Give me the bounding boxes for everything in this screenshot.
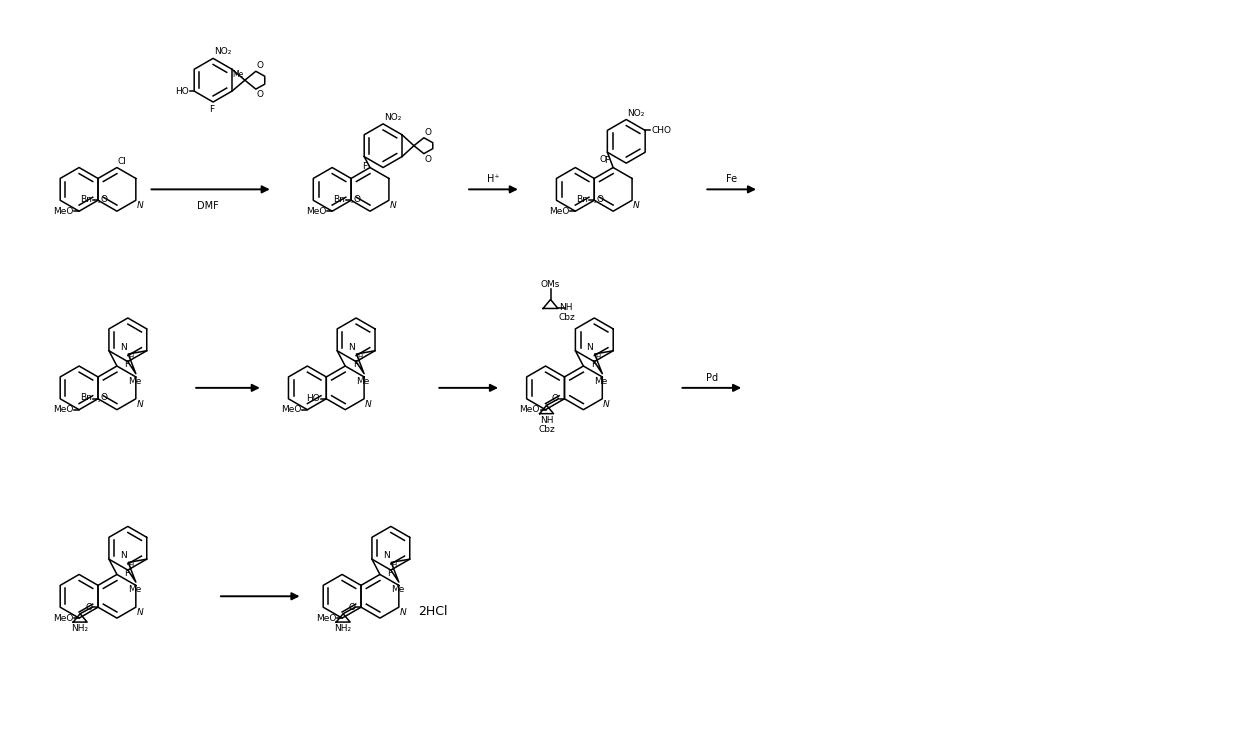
Text: N: N bbox=[632, 201, 640, 210]
Text: ₂: ₂ bbox=[351, 199, 353, 204]
Text: H: H bbox=[129, 562, 134, 568]
Text: MeO: MeO bbox=[520, 405, 539, 414]
Text: O: O bbox=[599, 156, 606, 165]
Text: O: O bbox=[552, 394, 558, 403]
Text: Pd: Pd bbox=[706, 373, 718, 383]
Text: F: F bbox=[387, 569, 393, 578]
Text: MeO: MeO bbox=[53, 207, 73, 215]
Text: NO₂: NO₂ bbox=[215, 47, 232, 56]
Text: DMF: DMF bbox=[197, 201, 219, 211]
Text: NH: NH bbox=[539, 415, 553, 424]
Text: CHO: CHO bbox=[651, 126, 671, 135]
Text: MeO: MeO bbox=[281, 405, 301, 414]
Text: O: O bbox=[348, 603, 355, 612]
Text: O: O bbox=[257, 90, 263, 99]
Text: H⁺: H⁺ bbox=[487, 174, 500, 184]
Text: F: F bbox=[124, 360, 129, 369]
Text: F: F bbox=[604, 156, 609, 165]
Text: F: F bbox=[210, 105, 215, 114]
Text: H: H bbox=[392, 562, 397, 568]
Text: HO: HO bbox=[306, 394, 320, 403]
Text: Bn: Bn bbox=[81, 195, 92, 204]
Text: MeO: MeO bbox=[53, 613, 73, 623]
Text: O: O bbox=[424, 155, 432, 164]
Text: N: N bbox=[399, 608, 405, 617]
Text: N: N bbox=[136, 608, 143, 617]
Text: N: N bbox=[365, 400, 371, 409]
Text: N: N bbox=[120, 343, 126, 352]
Text: ₂: ₂ bbox=[594, 199, 596, 204]
Text: Cl: Cl bbox=[118, 156, 126, 165]
Text: Bn: Bn bbox=[334, 195, 345, 204]
Text: N: N bbox=[120, 551, 126, 560]
Text: N: N bbox=[136, 400, 143, 409]
Text: H: H bbox=[595, 354, 600, 359]
Text: Me: Me bbox=[595, 376, 608, 386]
Text: Cbz: Cbz bbox=[538, 424, 556, 434]
Text: N: N bbox=[348, 343, 355, 352]
Text: F: F bbox=[124, 569, 129, 578]
Text: O: O bbox=[257, 61, 263, 70]
Text: Me: Me bbox=[128, 585, 141, 594]
Text: MeO: MeO bbox=[53, 405, 73, 414]
Text: O: O bbox=[596, 195, 604, 204]
Text: Fe: Fe bbox=[727, 174, 738, 184]
Text: Me: Me bbox=[128, 376, 141, 386]
Text: F: F bbox=[352, 360, 358, 369]
Text: MeO: MeO bbox=[306, 207, 326, 215]
Text: O: O bbox=[353, 195, 360, 204]
Text: NH₂: NH₂ bbox=[335, 624, 352, 633]
Text: NO₂: NO₂ bbox=[627, 108, 645, 117]
Text: O: O bbox=[86, 603, 92, 612]
Text: Me: Me bbox=[391, 585, 404, 594]
Text: ₂: ₂ bbox=[98, 398, 100, 403]
Text: Me: Me bbox=[233, 69, 244, 79]
Text: H: H bbox=[357, 354, 362, 359]
Text: NH: NH bbox=[559, 303, 573, 312]
Text: Bn: Bn bbox=[577, 195, 588, 204]
Text: N: N bbox=[587, 343, 593, 352]
Text: Bn: Bn bbox=[81, 393, 92, 402]
Text: N: N bbox=[136, 201, 143, 210]
Text: O: O bbox=[424, 128, 432, 137]
Text: Me: Me bbox=[356, 376, 370, 386]
Text: ₂: ₂ bbox=[98, 199, 100, 204]
Text: HO: HO bbox=[176, 86, 190, 96]
Text: N: N bbox=[383, 551, 389, 560]
Text: Cbz: Cbz bbox=[559, 313, 575, 322]
Text: F: F bbox=[590, 360, 596, 369]
Text: OMs: OMs bbox=[541, 280, 560, 289]
Text: O: O bbox=[100, 195, 107, 204]
Text: N: N bbox=[603, 400, 610, 409]
Text: NH₂: NH₂ bbox=[72, 624, 89, 633]
Text: MeO: MeO bbox=[549, 207, 569, 215]
Text: N: N bbox=[389, 201, 396, 210]
Text: O: O bbox=[100, 393, 107, 402]
Text: H: H bbox=[129, 354, 134, 359]
Text: MeO: MeO bbox=[316, 613, 336, 623]
Text: NO₂: NO₂ bbox=[384, 113, 402, 122]
Text: F: F bbox=[362, 162, 367, 170]
Text: 2HCl: 2HCl bbox=[418, 604, 448, 618]
